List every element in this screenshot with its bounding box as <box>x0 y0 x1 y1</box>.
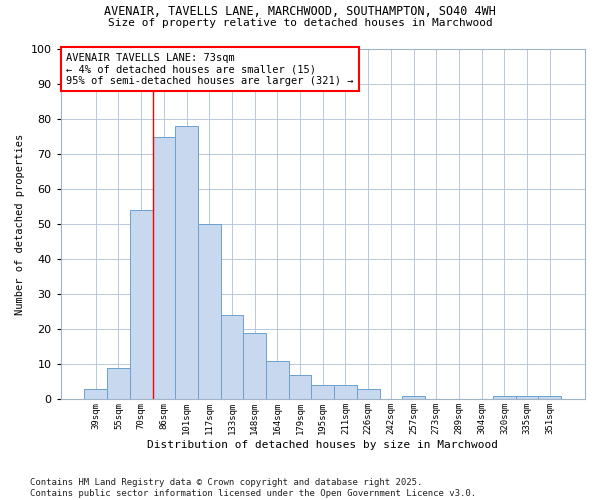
Bar <box>402 396 425 400</box>
Bar <box>311 386 334 400</box>
Bar <box>221 316 244 400</box>
Bar <box>175 126 198 400</box>
Bar <box>516 396 538 400</box>
Bar <box>85 389 107 400</box>
Text: AVENAIR, TAVELLS LANE, MARCHWOOD, SOUTHAMPTON, SO40 4WH: AVENAIR, TAVELLS LANE, MARCHWOOD, SOUTHA… <box>104 5 496 18</box>
Bar <box>266 361 289 400</box>
Text: Size of property relative to detached houses in Marchwood: Size of property relative to detached ho… <box>107 18 493 28</box>
Text: AVENAIR TAVELLS LANE: 73sqm
← 4% of detached houses are smaller (15)
95% of semi: AVENAIR TAVELLS LANE: 73sqm ← 4% of deta… <box>66 52 353 86</box>
Bar <box>152 136 175 400</box>
Bar <box>334 386 357 400</box>
Bar <box>244 333 266 400</box>
Y-axis label: Number of detached properties: Number of detached properties <box>15 134 25 315</box>
Bar <box>538 396 561 400</box>
Bar <box>198 224 221 400</box>
Bar <box>130 210 152 400</box>
Bar <box>289 375 311 400</box>
X-axis label: Distribution of detached houses by size in Marchwood: Distribution of detached houses by size … <box>147 440 498 450</box>
Bar <box>107 368 130 400</box>
Bar <box>357 389 380 400</box>
Text: Contains HM Land Registry data © Crown copyright and database right 2025.
Contai: Contains HM Land Registry data © Crown c… <box>30 478 476 498</box>
Bar <box>493 396 516 400</box>
